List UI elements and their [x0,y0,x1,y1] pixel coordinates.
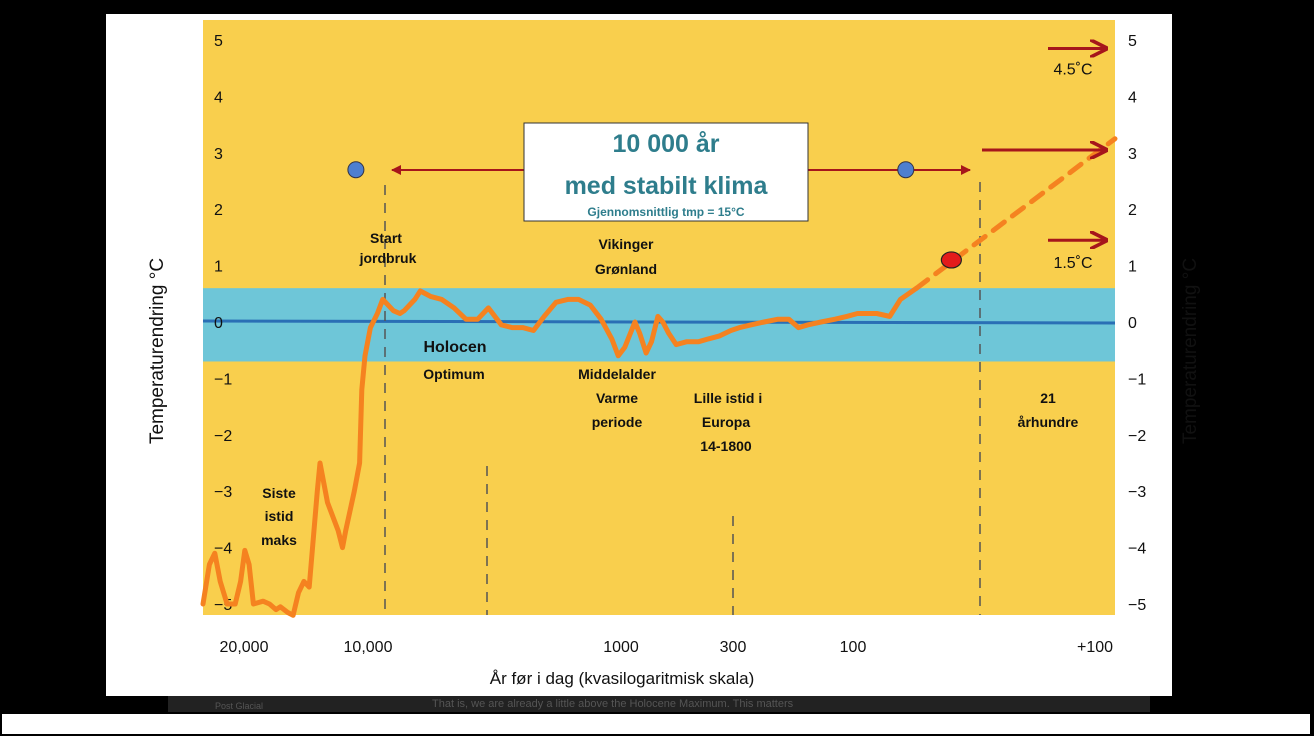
annotation-line: Holocen [423,339,486,356]
projection-arrow-label: 4.5˚C [1053,61,1092,78]
temperature-series [200,136,1118,618]
red-dot-marker [940,251,962,269]
y-tick-label-right: 5 [1128,33,1137,50]
y-tick-label-right: 1 [1128,259,1137,276]
annotation-line: Europa [702,414,750,430]
y-tick-label-left: 1 [214,259,223,276]
x-tick-label: 20,000 [220,639,269,656]
y-tick-label-left: −2 [214,428,232,445]
annotation-line: Vikinger [599,236,655,252]
stable-climate-band [203,288,1115,362]
y-tick-label-left: −3 [214,484,232,501]
x-axis-title: År før i dag (kvasilogaritmisk skala) [490,669,755,688]
annotation-holocen-optimum: Holocen Optimum [423,339,486,382]
y-tick-label-left: 4 [214,89,223,106]
y-tick-label-right: 4 [1128,89,1137,106]
annotation-middelalder: Middelalder Varme periode [578,366,656,430]
annotation-line: Start [370,230,402,246]
y-tick-label-right: 3 [1128,146,1137,163]
footer-overlay-text: That is, we are already a little above t… [432,698,794,710]
callout-box [523,122,809,222]
footer-strip [168,696,1150,712]
blue-dot-marker [897,161,915,179]
annotation-siste-istid: Siste istid maks [261,485,297,548]
y-tick-label-left: −1 [214,371,232,388]
projection-arrows: 4.5˚C 1.5˚C [982,48,1106,272]
projection-arrow-label: 1.5˚C [1053,255,1092,272]
y-tick-label-left: 5 [214,33,223,50]
annotation-start-jordbruk: Start jordbruk [359,230,417,266]
callout-line1: 10 000 år [612,130,719,158]
annotation-line: 14-1800 [700,438,752,454]
x-tick-label: 100 [840,639,867,656]
annotation-line: periode [592,414,643,430]
y-tick-label-right: −1 [1128,371,1146,388]
y-tick-label-left: 2 [214,202,223,219]
annotation-lille-istid: Lille istid i Europa 14-1800 [694,390,762,454]
y-tick-label-right: −5 [1128,597,1146,614]
annotation-line: Varme [596,390,638,406]
temperature-line [200,285,919,618]
x-tick-label: 300 [720,639,747,656]
y-tick-label-left: 0 [214,315,223,332]
x-tick-label: +100 [1077,639,1113,656]
annotation-line: Siste [262,485,296,501]
blue-dot-marker [347,161,365,179]
y-axis-title-right: Temperaturendring °C [1180,258,1201,444]
annotation-line: Lille istid i [694,390,762,406]
y-ticks-right: 5 4 3 2 1 0 −1 −2 −3 −4 −5 [1128,33,1146,614]
y-tick-label-right: −3 [1128,484,1146,501]
annotation-line: istid [265,508,294,524]
y-tick-label-right: −2 [1128,428,1146,445]
annotation-line: århundre [1018,414,1079,430]
y-tick-label-left: 3 [214,146,223,163]
x-tick-label: 10,000 [344,639,393,656]
footer-small-text: Post Glacial [215,701,263,711]
annotation-vikinger-gronland: Vikinger Grønland [595,236,657,277]
y-tick-label-left: −4 [214,541,232,558]
callout-line2: med stabilt klima [565,172,769,200]
annotation-line: Grønland [595,261,657,277]
y-tick-label-right: 2 [1128,202,1137,219]
callout-line3: Gjennomsnittlig tmp = 15°C [587,205,744,219]
projection-line [914,136,1118,291]
annotation-line: Middelalder [578,366,656,382]
y-axis-title-left: Temperaturendring °C [147,258,168,444]
annotation-21-arhundre: 21 århundre [1018,390,1079,430]
y-tick-label-right: −4 [1128,541,1146,558]
bottom-panel [2,714,1310,734]
annotation-line: 21 [1040,390,1056,406]
annotation-line: jordbruk [359,250,417,266]
y-tick-label-right: 0 [1128,315,1137,332]
x-tick-label: 1000 [603,639,639,656]
event-markers [347,161,962,269]
annotation-line: Optimum [423,366,484,382]
annotation-line: maks [261,532,297,548]
